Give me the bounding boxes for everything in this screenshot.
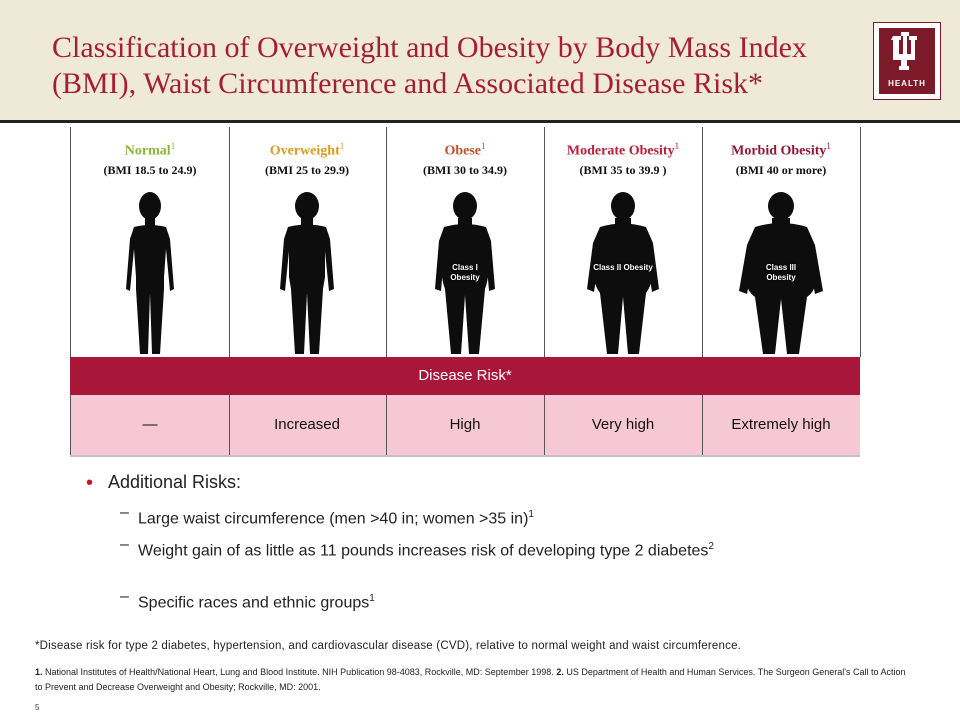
risk-item: Specific races and ethnic groups1 <box>138 593 375 612</box>
logo-text: HEALTH <box>888 79 926 88</box>
category-title: Overweight1 <box>269 141 345 159</box>
normal-body-silhouette <box>126 192 174 354</box>
category-range: (BMI 18.5 to 24.9) <box>103 163 197 177</box>
iu-health-logo: HEALTH <box>873 22 941 100</box>
disease-risk-row: — Increased High Very high Extremely hig… <box>70 395 860 457</box>
disease-risk-footnote: *Disease risk for type 2 diabetes, hyper… <box>35 640 742 652</box>
category-range: (BMI 25 to 29.9) <box>265 163 349 177</box>
risk-cell-normal: — <box>70 395 230 455</box>
category-title: Moderate Obesity1 <box>566 141 680 159</box>
risk-cell-overweight: Increased <box>228 395 387 455</box>
category-moderate-obesity: Moderate Obesity1 (BMI 35 to 39.9 ) Clas… <box>544 127 703 357</box>
references: 1. National Institutes of Health/Nationa… <box>35 667 906 692</box>
bmi-classification-table: Normal1 (BMI 18.5 to 24.9) Overweight1 (… <box>70 127 861 457</box>
category-normal: Normal1 (BMI 18.5 to 24.9) <box>70 127 230 357</box>
dash-icon: – <box>120 504 129 521</box>
category-range: (BMI 40 or more) <box>735 163 827 177</box>
category-title: Obese1 <box>444 141 486 159</box>
risk-item: Weight gain of as little as 11 pounds in… <box>138 541 714 560</box>
bullet-icon: • <box>86 472 94 494</box>
class-label: Class III Obesity <box>765 263 797 282</box>
category-obese: Obese1 (BMI 30 to 34.9) Class I Obesity <box>386 127 545 357</box>
category-title: Normal1 <box>124 141 176 159</box>
obese-body-silhouette <box>435 192 495 354</box>
slide-title: Classification of Overweight and Obesity… <box>52 31 807 100</box>
morbid-obesity-body-silhouette <box>739 192 823 354</box>
slide-header: Classification of Overweight and Obesity… <box>0 0 960 120</box>
header-divider <box>0 120 960 123</box>
dash-icon: – <box>120 536 129 553</box>
category-range: (BMI 35 to 39.9 ) <box>579 163 667 177</box>
class-label: Class I Obesity <box>450 263 480 282</box>
risk-cell-moderate-obesity: Very high <box>544 395 703 455</box>
trident-icon <box>891 32 917 70</box>
logo-mark: HEALTH <box>879 28 935 94</box>
category-morbid-obesity: Morbid Obesity1 (BMI 40 or more) Class I… <box>702 127 861 357</box>
moderate-obesity-body-silhouette <box>587 192 659 354</box>
category-overweight: Overweight1 (BMI 25 to 29.9) <box>228 127 387 357</box>
additional-risks-heading: Additional Risks: <box>108 472 242 492</box>
risk-cell-obese: High <box>386 395 545 455</box>
page-number: 5 <box>35 703 40 712</box>
category-title: Morbid Obesity1 <box>731 141 831 159</box>
overweight-body-silhouette <box>280 192 334 354</box>
dash-icon: – <box>120 588 129 605</box>
disease-risk-header: Disease Risk* <box>70 357 860 395</box>
risk-cell-morbid-obesity: Extremely high <box>731 416 831 433</box>
class-label: Class II Obesity <box>593 263 653 272</box>
risk-item: Large waist circumference (men >40 in; w… <box>138 509 534 528</box>
category-range: (BMI 30 to 34.9) <box>423 163 507 177</box>
